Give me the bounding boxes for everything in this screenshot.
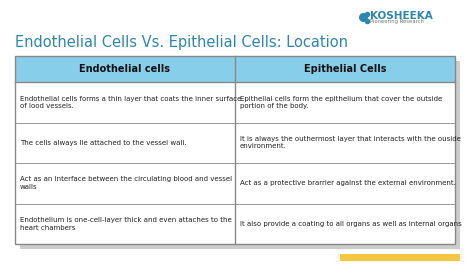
Bar <box>340 254 460 261</box>
Text: Endothelium is one-cell-layer thick and even attaches to the
heart chambers: Endothelium is one-cell-layer thick and … <box>20 217 232 231</box>
Bar <box>15 56 455 244</box>
Text: KOSHEEKA: KOSHEEKA <box>370 11 433 21</box>
Text: Act as an interface between the circulating blood and vessel
walls: Act as an interface between the circulat… <box>20 177 232 190</box>
Text: Epithelial Cells: Epithelial Cells <box>304 64 386 74</box>
Text: Epithelial cells form the epithelium that cover the outside
portion of the body.: Epithelial cells form the epithelium tha… <box>240 95 442 109</box>
Text: It also provide a coating to all organs as well as internal organs: It also provide a coating to all organs … <box>240 221 462 227</box>
Text: Endothelial cells: Endothelial cells <box>80 64 171 74</box>
Text: Endothelial cells forms a thin layer that coats the inner surface
of lood vessel: Endothelial cells forms a thin layer tha… <box>20 95 241 109</box>
Text: The cells always lie attached to the vessel wall.: The cells always lie attached to the ves… <box>20 140 187 146</box>
Bar <box>20 61 460 249</box>
Text: It is always the outhermost layer that interacts with the ouside
environment.: It is always the outhermost layer that i… <box>240 136 461 149</box>
Text: Act as a protective brarrier against the external environment.: Act as a protective brarrier against the… <box>240 180 456 186</box>
Text: Endothelial Cells Vs. Epithelial Cells: Location: Endothelial Cells Vs. Epithelial Cells: … <box>15 35 348 51</box>
Text: Pioneering Research: Pioneering Research <box>370 19 424 24</box>
Bar <box>15 56 455 244</box>
Bar <box>15 56 455 82</box>
